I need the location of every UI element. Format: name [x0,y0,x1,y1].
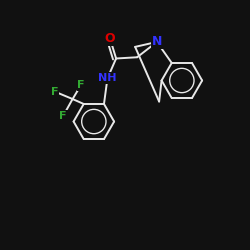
Text: F: F [78,80,85,90]
Text: F: F [60,111,67,121]
Text: NH: NH [98,73,117,83]
Text: N: N [152,36,162,49]
Text: F: F [51,86,59,97]
Text: O: O [104,32,115,45]
